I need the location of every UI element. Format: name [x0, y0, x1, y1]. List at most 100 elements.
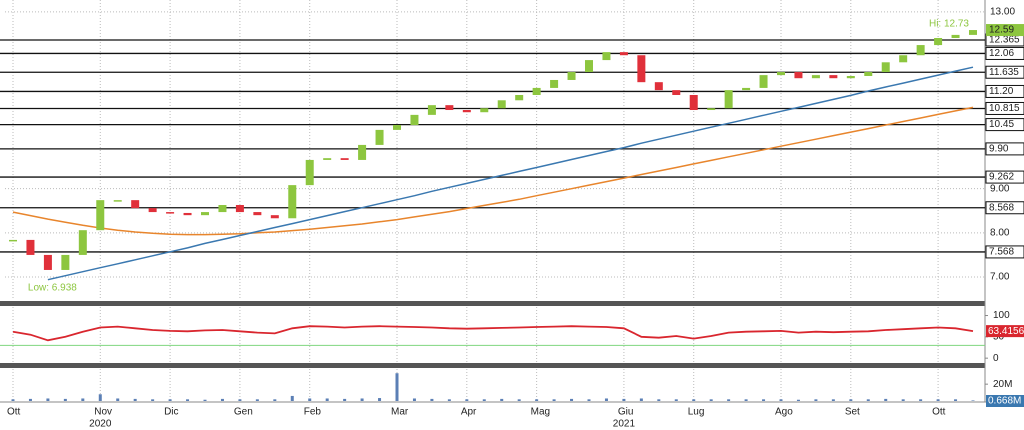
candle	[899, 55, 908, 63]
year-label: 2020	[89, 419, 112, 430]
candle	[410, 114, 419, 126]
volume-bar	[168, 399, 172, 401]
level-label: 10.815	[989, 103, 1020, 114]
volume-bar	[517, 399, 521, 401]
x-tick-label: Ott	[7, 407, 21, 418]
volume-bar	[203, 399, 207, 401]
volume-bar	[273, 399, 277, 401]
level-label-box	[985, 101, 1024, 115]
last-label-box	[986, 325, 1024, 338]
series-line	[47, 66, 974, 281]
volume-bar	[325, 398, 329, 401]
candle	[218, 205, 227, 213]
candle	[148, 208, 157, 213]
candle	[619, 52, 628, 56]
volume-bar	[465, 399, 469, 401]
volume-bar	[884, 398, 888, 401]
level-label-box	[985, 201, 1024, 215]
y-tick-label: 7.00	[990, 272, 1010, 283]
candle	[602, 52, 611, 61]
volume-bar	[622, 398, 626, 401]
volume-bar	[570, 398, 574, 401]
low-label: Low: 6.938	[28, 282, 77, 293]
level-label-box	[985, 118, 1024, 132]
candle	[846, 75, 855, 79]
volume-bar	[814, 399, 818, 401]
candle	[9, 239, 17, 242]
panel-separator	[0, 301, 985, 306]
volume-bar	[81, 398, 85, 401]
volume-bar	[151, 399, 155, 401]
volume-bar	[692, 399, 696, 401]
candle	[742, 87, 751, 91]
candle	[96, 200, 105, 231]
candle	[462, 110, 471, 113]
level-label-box	[985, 84, 1024, 98]
volume-bar	[116, 398, 120, 401]
volume-bar	[133, 398, 137, 401]
volume-bar	[500, 398, 504, 401]
level-label: 11.635	[989, 67, 1019, 78]
level-label-box	[985, 245, 1024, 259]
volume-bar	[186, 399, 190, 401]
y-tick-label: 20M	[993, 379, 1012, 390]
candle	[61, 254, 70, 270]
candle	[689, 94, 698, 111]
volume-bar	[11, 399, 15, 401]
rsi-line	[12, 325, 974, 342]
volume-bar	[447, 399, 451, 401]
volume-bar	[220, 398, 224, 401]
y-tick-label: 0	[993, 353, 999, 364]
level-label: 9.262	[989, 172, 1014, 183]
y-tick-label: 8.00	[990, 227, 1010, 238]
volume-bar	[63, 398, 67, 401]
y-tick-label: 13.00	[990, 7, 1015, 18]
candle	[654, 82, 663, 91]
x-tick-label: Lug	[688, 407, 705, 418]
level-label: 12.06	[989, 48, 1014, 59]
volume-bar	[28, 398, 32, 401]
level-label-box	[985, 142, 1024, 156]
candle	[427, 105, 436, 115]
volume-bar	[290, 395, 294, 401]
x-tick-label: Gen	[234, 407, 253, 418]
candle	[934, 37, 943, 46]
volume-bar	[796, 399, 800, 401]
level-label: 10.45	[989, 119, 1014, 130]
volume-bar	[255, 399, 259, 401]
last-label: 0.668M	[988, 396, 1021, 407]
candle	[393, 125, 401, 130]
level-label: 9.90	[989, 144, 1009, 155]
candle	[881, 62, 890, 73]
volume-bar	[657, 399, 661, 401]
candle	[270, 215, 279, 219]
candle	[777, 72, 785, 76]
candle	[288, 185, 297, 219]
year-label: 2021	[613, 419, 636, 430]
volume-bar	[762, 399, 766, 401]
x-tick-label: Feb	[304, 407, 322, 418]
high-label: Hi: 12.73	[929, 18, 969, 29]
x-tick-label: Mar	[391, 407, 409, 418]
candle	[829, 75, 838, 79]
volume-bar	[552, 399, 556, 401]
volume-bar	[604, 398, 608, 401]
candle	[759, 75, 768, 88]
volume-bar	[954, 399, 958, 401]
candle	[43, 254, 52, 270]
x-tick-label: Set	[845, 407, 860, 418]
candle	[585, 60, 593, 73]
volume-bar	[482, 399, 486, 401]
candle	[707, 108, 716, 111]
level-label: 8.568	[989, 202, 1014, 213]
x-tick-label: Dic	[164, 407, 178, 418]
candle	[235, 205, 244, 213]
volume-bar	[46, 398, 50, 401]
candle	[26, 239, 35, 255]
y-tick-label: 9.00	[990, 183, 1010, 194]
candle	[166, 212, 175, 214]
candle	[201, 212, 209, 216]
volume-bar	[308, 398, 312, 401]
candle	[253, 212, 262, 216]
